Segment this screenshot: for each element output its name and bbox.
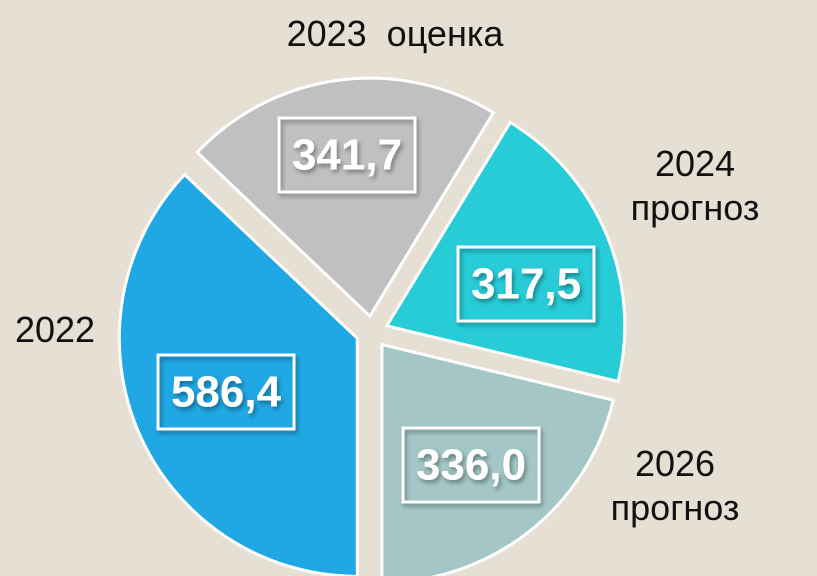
- label-frame: [456, 245, 596, 323]
- value-label: 317,5: [471, 260, 581, 309]
- category-label: 2026 прогноз: [610, 443, 740, 528]
- label-frame: [156, 353, 296, 431]
- value-label: 341,7: [292, 131, 402, 180]
- pie-slice: [384, 120, 627, 384]
- label-frame: [401, 426, 541, 504]
- value-label-box: 341,7: [277, 116, 417, 194]
- pie-slice: [380, 342, 616, 576]
- value-label-box: 336,0: [401, 426, 541, 504]
- label-frame: [277, 116, 417, 194]
- pie-slice: [117, 172, 359, 576]
- pie-slice: [195, 76, 496, 319]
- value-label: 336,0: [416, 441, 526, 490]
- category-label: 2023 оценка: [286, 13, 504, 54]
- value-label-box: 317,5: [456, 245, 596, 323]
- value-label: 586,4: [171, 368, 282, 417]
- value-label-box: 586,4: [156, 353, 296, 431]
- category-label: 2024 прогноз: [630, 143, 760, 228]
- category-label: 2022: [14, 309, 96, 350]
